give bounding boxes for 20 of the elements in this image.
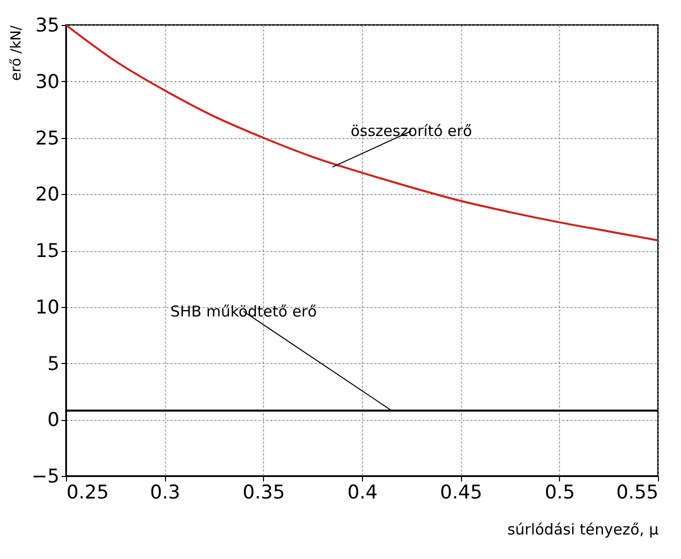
y-tick-label: 25 xyxy=(35,127,60,150)
y-tick-label: 35 xyxy=(35,14,60,36)
x-tick-label: 0.3 xyxy=(150,482,180,504)
y-axis-title: erő /kN/ xyxy=(8,25,24,81)
y-tick-label: 15 xyxy=(35,240,60,262)
x-tick-label: 0.25 xyxy=(66,482,109,504)
y-tick-label: 5 xyxy=(47,352,60,375)
y-tick-label: 30 xyxy=(35,70,60,93)
x-tick-label: 0.55 xyxy=(616,482,658,504)
x-tick-label: 0.35 xyxy=(242,482,285,504)
x-tick-label: 0.4 xyxy=(347,482,378,504)
y-tick-label: 10 xyxy=(35,296,60,318)
annotation: SHB működtető erő xyxy=(170,302,317,320)
annotation: összeszorító erő xyxy=(350,122,472,140)
y-tick-label: 0 xyxy=(47,409,60,432)
x-tick-label: 0.5 xyxy=(544,482,575,504)
x-axis-title: súrlódási tényező, μ xyxy=(507,520,659,538)
y-tick-label: −5 xyxy=(31,466,60,488)
y-tick-label: 20 xyxy=(35,184,60,206)
x-tick-label: 0.45 xyxy=(440,482,482,504)
